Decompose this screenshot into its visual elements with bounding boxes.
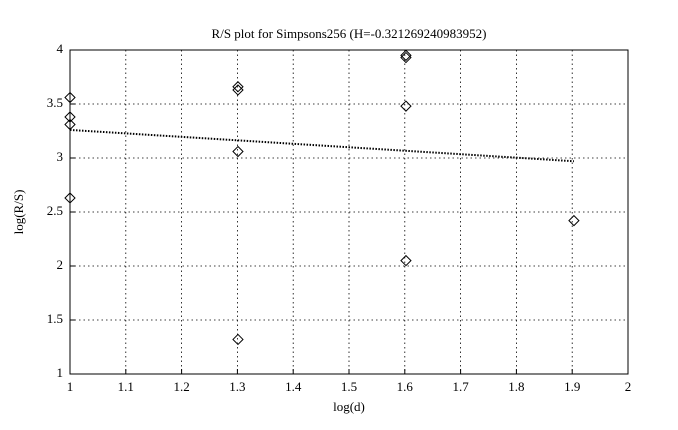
data-point bbox=[400, 51, 412, 64]
y-tick-label: 2.5 bbox=[47, 203, 63, 218]
plot-frame bbox=[69, 49, 629, 375]
data-point bbox=[568, 214, 580, 227]
x-tick-label: 1.1 bbox=[118, 379, 134, 394]
fit-line bbox=[69, 128, 574, 163]
x-tick-label: 1.8 bbox=[508, 379, 524, 394]
data-point bbox=[400, 254, 412, 267]
y-tick-label: 2 bbox=[57, 257, 64, 272]
data-point bbox=[64, 91, 76, 104]
x-tick-label: 1.9 bbox=[564, 379, 580, 394]
y-tick-label: 3.5 bbox=[47, 95, 63, 110]
data-point bbox=[400, 100, 412, 112]
x-tick-label: 1.4 bbox=[285, 379, 302, 394]
x-tick-label: 1.7 bbox=[452, 379, 469, 394]
data-point bbox=[64, 118, 76, 131]
y-tick-label: 1.5 bbox=[47, 311, 63, 326]
x-tick-label: 1.3 bbox=[229, 379, 245, 394]
data-point bbox=[232, 84, 244, 96]
y-tick-label: 4 bbox=[57, 41, 64, 56]
data-point bbox=[64, 192, 76, 204]
x-tick-label: 1 bbox=[67, 379, 74, 394]
x-tick-label: 2 bbox=[625, 379, 632, 394]
data-point bbox=[64, 111, 76, 123]
data-point bbox=[232, 333, 244, 346]
x-tick-label: 1.6 bbox=[397, 379, 414, 394]
y-tick-label: 1 bbox=[57, 365, 64, 380]
y-tick-label: 3 bbox=[57, 149, 64, 164]
y-axis-label: log(R/S) bbox=[11, 190, 26, 235]
x-tick-label: 1.5 bbox=[341, 379, 357, 394]
x-axis-label: log(d) bbox=[333, 399, 365, 414]
data-point bbox=[400, 49, 412, 62]
data-point bbox=[232, 81, 244, 93]
data-point bbox=[232, 145, 244, 158]
chart-title: R/S plot for Simpsons256 (H=-0.321269240… bbox=[212, 26, 487, 41]
x-tick-label: 1.2 bbox=[173, 379, 189, 394]
